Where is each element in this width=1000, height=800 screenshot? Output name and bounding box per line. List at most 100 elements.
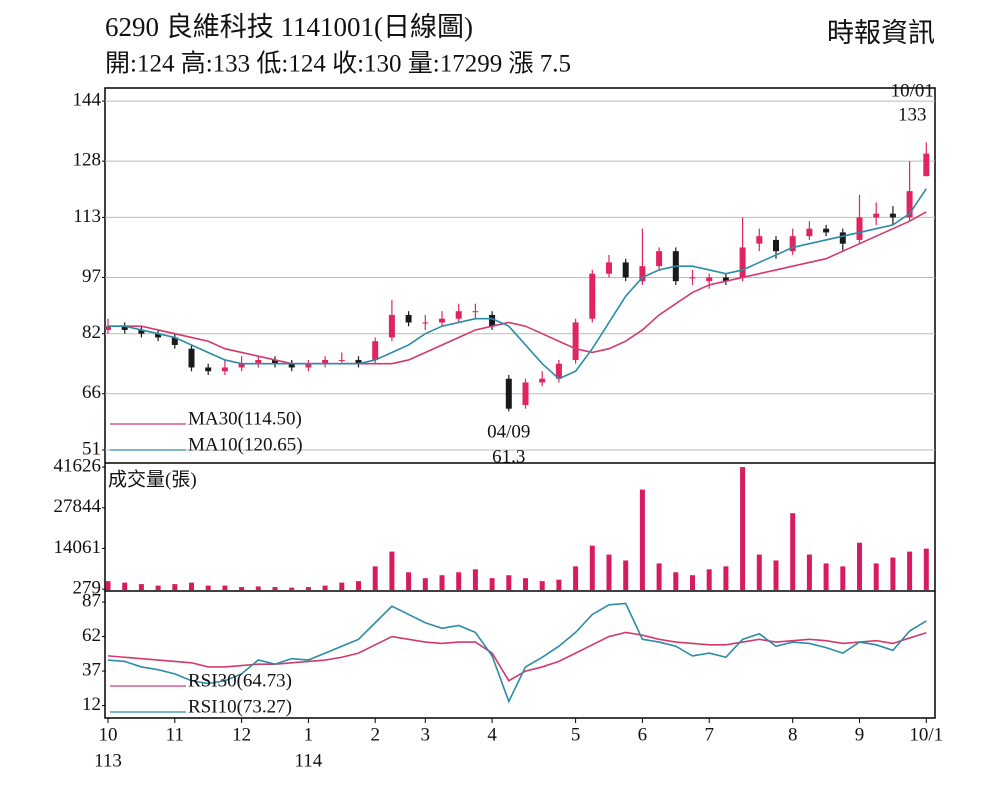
volume-bar — [790, 513, 796, 590]
volume-bar — [422, 578, 428, 590]
volume-bar — [923, 548, 929, 590]
annotation-value: 133 — [898, 104, 927, 125]
x-tick-label: 7 — [704, 724, 714, 745]
annotation-value: 61.3 — [492, 446, 525, 467]
series-line — [108, 188, 927, 380]
candle-body — [889, 213, 896, 218]
volume-bar — [356, 581, 361, 590]
volume-bar — [239, 587, 245, 590]
panel-label: 成交量(張) — [108, 468, 197, 490]
volume-bar — [489, 578, 495, 590]
volume-bar — [907, 551, 913, 590]
candle-body — [739, 247, 746, 278]
volume-bar — [205, 585, 211, 590]
x-tick-label: 3 — [421, 724, 431, 745]
volume-bar — [573, 566, 579, 590]
candle-body — [923, 153, 930, 177]
volume-bar — [623, 560, 629, 590]
x-tick-label: 6 — [638, 724, 648, 745]
y-tick-label: 128 — [73, 150, 102, 171]
candle-body — [272, 359, 278, 364]
candle-body — [656, 251, 663, 267]
candle-body — [505, 378, 512, 409]
volume-bar — [372, 566, 378, 590]
candle-body — [305, 363, 312, 368]
candle-body — [789, 236, 796, 252]
volume-bar — [506, 575, 512, 590]
candle-body — [255, 359, 262, 364]
candle-body — [439, 318, 445, 323]
candle-body — [388, 314, 395, 338]
volume-bar — [222, 585, 228, 590]
volume-bar — [740, 467, 746, 590]
candle-body — [606, 262, 612, 274]
volume-bar — [806, 554, 812, 590]
candle-body — [906, 191, 913, 218]
volume-bar — [105, 581, 111, 590]
candle-body — [622, 262, 629, 278]
volume-bar — [890, 557, 896, 590]
volume-bar — [823, 563, 829, 590]
series-line — [108, 211, 927, 365]
candle-body — [405, 314, 412, 323]
volume-bar — [389, 551, 395, 590]
volume-bar — [439, 575, 445, 590]
volume-bar — [857, 542, 862, 590]
x-tick-label: 1 — [304, 724, 314, 745]
candle-body — [455, 311, 462, 319]
volume-bar — [556, 579, 562, 590]
candle-body — [138, 329, 145, 334]
candle-body — [472, 311, 479, 313]
candle-body — [522, 382, 529, 405]
volume-bar — [773, 560, 779, 590]
candle-body — [205, 367, 212, 372]
candle-body — [105, 326, 111, 330]
y-tick-label: 87 — [82, 590, 101, 611]
x-year-label: 114 — [295, 750, 323, 771]
volume-bar — [723, 566, 729, 590]
volume-bar — [840, 566, 846, 590]
volume-bar — [472, 569, 478, 590]
frame — [104, 87, 936, 719]
candle-body — [238, 363, 245, 368]
y-tick-label: 41626 — [54, 455, 102, 476]
volume-bar — [138, 584, 144, 590]
legend-label: MA30(114.50) — [188, 408, 302, 429]
volume-bar — [272, 587, 278, 590]
volume-bar — [155, 585, 161, 590]
x-tick-label: 9 — [855, 724, 865, 745]
x-tick-label: 11 — [166, 724, 184, 745]
x-tick-label: 8 — [788, 724, 798, 745]
candle-body — [589, 273, 596, 319]
candle-body — [422, 322, 429, 324]
y-tick-label: 62 — [82, 625, 101, 646]
y-tick-label: 279 — [73, 578, 102, 599]
candle-body — [322, 359, 329, 364]
legend-label: RSI10(73.27) — [188, 696, 292, 717]
volume-bar — [589, 545, 595, 590]
series-line — [107, 602, 927, 704]
y-tick-label: 27844 — [54, 496, 102, 517]
x-tick-label: 10/1 — [909, 724, 943, 745]
candle-body — [839, 232, 846, 244]
candle-body — [773, 239, 779, 252]
candle-body — [856, 217, 863, 240]
candle-body — [338, 359, 345, 361]
volume-bar — [656, 563, 662, 590]
candle-body — [489, 314, 496, 327]
candle-body — [873, 213, 880, 218]
volume-bar — [873, 563, 879, 590]
candle-body — [823, 228, 830, 233]
candle-body — [706, 277, 713, 282]
y-tick-label: 37 — [82, 659, 101, 680]
candle-body — [806, 228, 813, 237]
chart-subtitle: 開:124 高:133 低:124 收:130 量:17299 漲 7.5 — [105, 50, 571, 78]
candle-body — [221, 367, 228, 372]
candle-body — [689, 277, 696, 279]
volume-bar — [706, 569, 712, 590]
volume-bar — [339, 582, 345, 590]
candle-body — [572, 322, 579, 360]
x-year-label: 113 — [94, 750, 122, 771]
volume-bar — [456, 572, 462, 590]
